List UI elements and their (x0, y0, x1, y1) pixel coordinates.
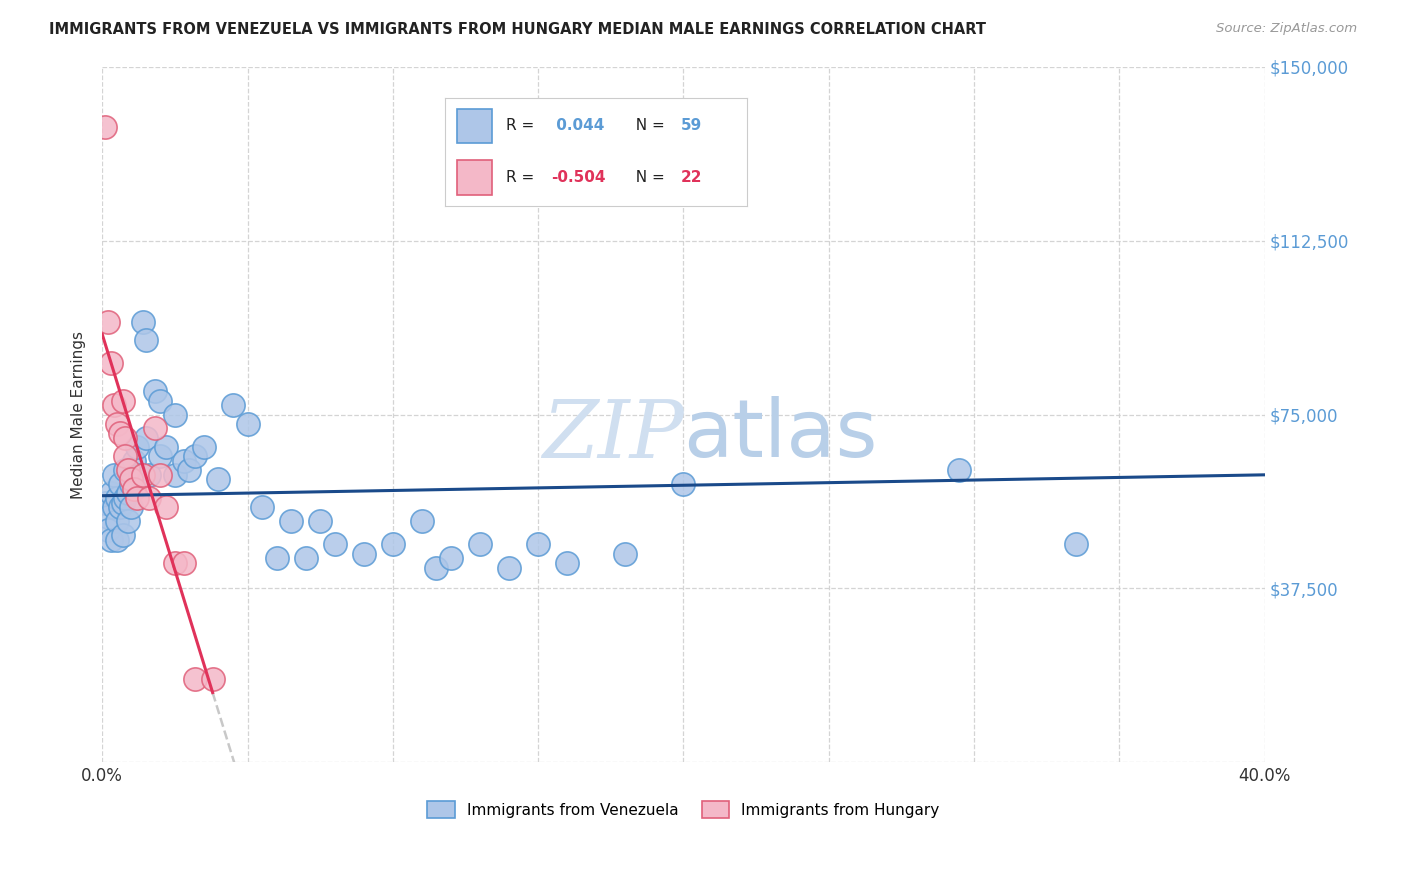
Point (120, 473, 142, 487)
Point (948, 463, 970, 477)
Point (100, 356, 122, 370)
Point (100, 486, 122, 500)
Point (309, 514, 332, 528)
Point (163, 408, 186, 422)
Point (149, 393, 172, 408)
Point (135, 431, 157, 445)
Point (97, 524, 120, 538)
Point (381, 537, 404, 551)
Point (163, 556, 186, 570)
Point (236, 417, 259, 431)
Point (105, 417, 128, 431)
Point (114, 463, 136, 477)
Point (125, 440, 148, 454)
Point (614, 547, 637, 561)
Point (280, 514, 302, 528)
Point (138, 467, 160, 482)
Point (103, 500, 125, 515)
Point (149, 467, 172, 482)
Point (122, 482, 145, 496)
Point (149, 450, 172, 464)
Point (103, 398, 125, 412)
Point (97, 509, 120, 524)
Point (122, 454, 145, 468)
Point (163, 467, 186, 482)
Point (143, 421, 166, 435)
Point (425, 560, 447, 574)
Point (125, 491, 148, 505)
Point (117, 486, 139, 500)
Point (1064, 537, 1087, 551)
Point (114, 450, 136, 464)
Point (111, 393, 134, 408)
Point (132, 315, 155, 329)
Point (103, 467, 125, 482)
Text: IMMIGRANTS FROM VENEZUELA VS IMMIGRANTS FROM HUNGARY MEDIAN MALE EARNINGS CORREL: IMMIGRANTS FROM VENEZUELA VS IMMIGRANTS … (49, 22, 986, 37)
Point (135, 333, 157, 347)
Point (173, 556, 195, 570)
Point (250, 500, 273, 515)
Point (120, 500, 142, 515)
Y-axis label: Median Male Earnings: Median Male Earnings (72, 331, 86, 499)
Point (117, 514, 139, 528)
Point (120, 477, 142, 491)
Point (184, 450, 207, 464)
Point (108, 426, 131, 441)
Point (111, 528, 134, 542)
Legend: Immigrants from Venezuela, Immigrants from Hungary: Immigrants from Venezuela, Immigrants fr… (422, 795, 946, 824)
Point (143, 384, 166, 399)
Point (527, 537, 550, 551)
Point (173, 454, 195, 468)
Point (117, 463, 139, 477)
Point (132, 467, 155, 482)
Text: Source: ZipAtlas.com: Source: ZipAtlas.com (1216, 22, 1357, 36)
Point (353, 547, 375, 561)
Point (94, 496, 117, 510)
Point (266, 551, 288, 566)
Point (105, 491, 128, 505)
Point (114, 431, 136, 445)
Point (114, 491, 136, 505)
Point (155, 440, 177, 454)
Point (108, 477, 131, 491)
Point (222, 398, 245, 412)
Point (184, 672, 207, 686)
Point (440, 551, 463, 566)
Point (193, 440, 215, 454)
Point (672, 477, 695, 491)
Point (105, 514, 128, 528)
Point (155, 500, 177, 515)
Point (201, 672, 224, 686)
Point (97, 315, 120, 329)
Point (498, 560, 520, 574)
Point (94, 120, 117, 134)
Point (555, 556, 578, 570)
Point (138, 491, 160, 505)
Point (207, 473, 229, 487)
Point (108, 500, 131, 515)
Text: atlas: atlas (683, 396, 877, 475)
Point (468, 537, 491, 551)
Point (294, 551, 316, 566)
Text: ZIP: ZIP (541, 397, 683, 475)
Point (100, 533, 122, 547)
Point (411, 514, 433, 528)
Point (129, 467, 152, 482)
Point (179, 463, 201, 477)
Point (105, 533, 128, 547)
Point (323, 537, 346, 551)
Point (111, 496, 134, 510)
